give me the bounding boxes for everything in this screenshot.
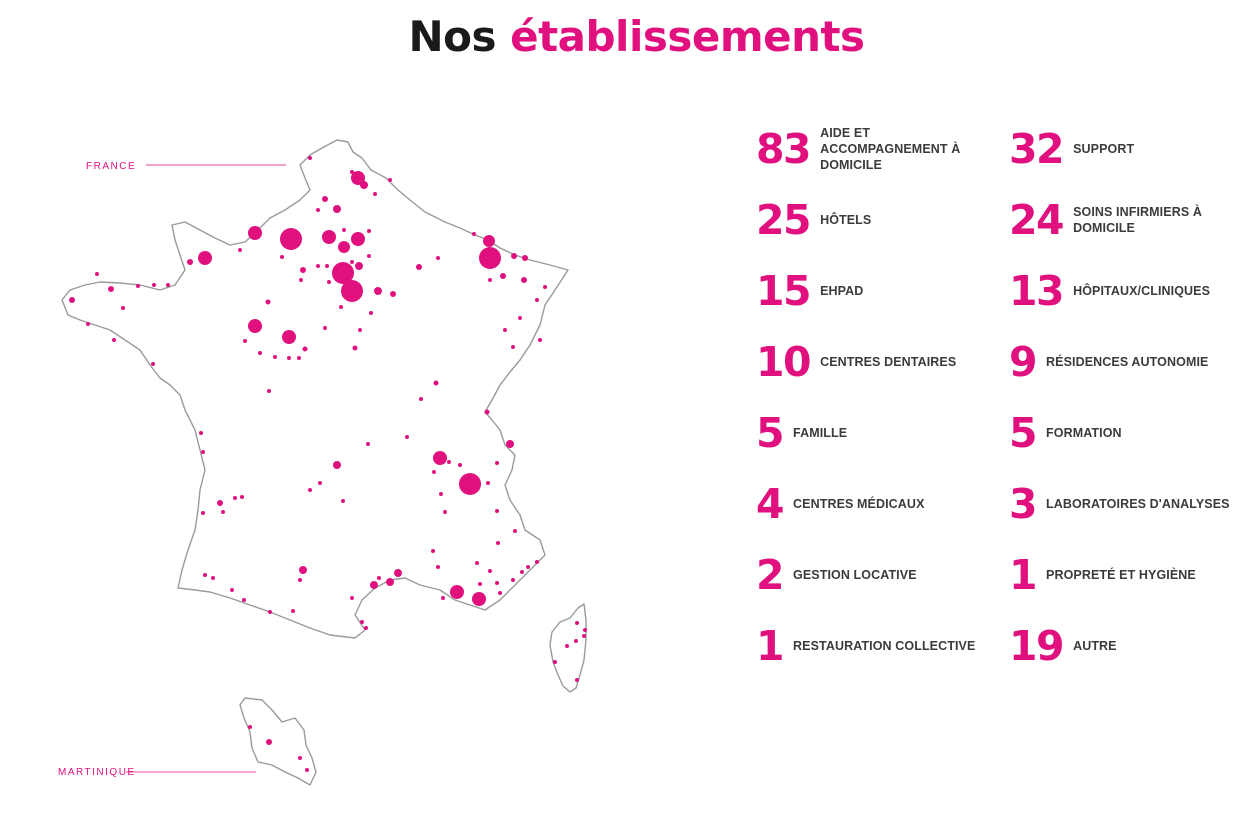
stat-label: FORMATION: [1046, 426, 1122, 440]
establishment-marker: [248, 319, 262, 333]
establishment-marker: [248, 226, 262, 240]
establishment-marker: [280, 228, 302, 250]
establishment-marker: [433, 451, 447, 465]
establishment-marker: [282, 330, 296, 344]
establishment-marker: [483, 235, 495, 247]
establishment-marker: [338, 241, 350, 253]
establishment-marker: [341, 280, 363, 302]
france-label: FRANCE: [86, 161, 136, 172]
stat-label: CENTRES MÉDICAUX: [793, 497, 925, 511]
stat-value: 1: [756, 621, 785, 670]
stat-label: AUTRE: [1073, 639, 1117, 653]
stat-centres-dentaires: 10 CENTRES DENTAIRES: [756, 337, 956, 387]
title-part-2: établissements: [510, 12, 865, 61]
stat-proprete: 1 PROPRETÉ ET HYGIÈNE: [1009, 550, 1196, 600]
france-outline: [61, 139, 569, 639]
stat-value: 4: [756, 479, 785, 528]
stat-value: 25: [756, 195, 812, 244]
stat-autre: 19 AUTRE: [1009, 621, 1117, 671]
establishment-marker: [351, 232, 365, 246]
stat-formation: 5 FORMATION: [1009, 408, 1122, 458]
stat-gestion-locative: 2 GESTION LOCATIVE: [756, 550, 917, 600]
stat-label: FAMILLE: [793, 426, 848, 440]
stat-famille: 5 FAMILLE: [756, 408, 847, 458]
stat-value: 32: [1009, 124, 1065, 173]
stat-value: 5: [756, 408, 785, 457]
stat-label: EHPAD: [820, 284, 864, 298]
stat-laboratoires: 3 LABORATOIRES D'ANALYSES: [1009, 479, 1230, 529]
stat-value: 2: [756, 550, 785, 599]
stat-ehpad: 15 EHPAD: [756, 266, 863, 316]
stat-hopitaux: 13 HÔPITAUX/CLINIQUES: [1009, 266, 1210, 316]
stat-restauration: 1 RESTAURATION COLLECTIVE: [756, 621, 975, 671]
establishments-map: FRANCE MARTINIQUE: [58, 139, 587, 786]
stat-value: 13: [1009, 266, 1065, 315]
stat-label: LABORATOIRES D'ANALYSES: [1046, 497, 1230, 511]
martinique-outline: [239, 697, 317, 786]
stat-value: 19: [1009, 621, 1065, 670]
stat-label: GESTION LOCATIVE: [793, 568, 917, 582]
establishment-marker: [459, 473, 481, 495]
stat-soins-infirmiers: 24 SOINS INFIRMIERS À DOMICILE: [1009, 195, 1223, 245]
stat-value: 1: [1009, 550, 1038, 599]
stat-centres-medicaux: 4 CENTRES MÉDICAUX: [756, 479, 925, 529]
small-markers: [69, 181, 528, 589]
stat-label: AIDE ET ACCOMPAGNEMENT À DOMICILE: [820, 126, 961, 172]
stat-label: CENTRES DENTAIRES: [820, 355, 957, 369]
stat-label: PROPRETÉ ET HYGIÈNE: [1046, 568, 1196, 582]
establishment-marker: [198, 251, 212, 265]
stat-label: SUPPORT: [1073, 142, 1135, 156]
stat-label: HÔTELS: [820, 213, 872, 227]
stat-value: 15: [756, 266, 812, 315]
stat-label: HÔPITAUX/CLINIQUES: [1073, 284, 1211, 298]
stat-aide-domicile: 83 AIDE ET ACCOMPAGNEMENT À DOMICILE: [756, 124, 970, 174]
establishment-marker: [332, 262, 354, 284]
stat-value: 83: [756, 124, 812, 173]
stat-hotels: 25 HÔTELS: [756, 195, 871, 245]
stat-label: RÉSIDENCES AUTONOMIE: [1046, 355, 1209, 369]
stat-value: 5: [1009, 408, 1038, 457]
stat-value: 3: [1009, 479, 1038, 528]
stat-value: 9: [1009, 337, 1038, 386]
tiny-markers: [86, 156, 547, 630]
stat-value: 10: [756, 337, 812, 386]
establishment-marker: [472, 592, 486, 606]
corsica-markers: [553, 621, 587, 682]
title-part-1: Nos: [408, 12, 496, 61]
stat-support: 32 SUPPORT: [1009, 124, 1134, 174]
corsica-outline: [549, 603, 587, 693]
establishment-marker: [351, 171, 365, 185]
stat-label: RESTAURATION COLLECTIVE: [793, 639, 976, 653]
stat-value: 24: [1009, 195, 1065, 244]
establishment-marker: [479, 247, 501, 269]
establishment-marker: [322, 230, 336, 244]
stat-label: SOINS INFIRMIERS À DOMICILE: [1073, 205, 1202, 235]
stat-residences: 9 RÉSIDENCES AUTONOMIE: [1009, 337, 1208, 387]
establishment-marker: [450, 585, 464, 599]
large-markers: [280, 228, 501, 495]
martinique-label: MARTINIQUE: [58, 767, 136, 778]
medium-markers: [198, 171, 495, 606]
page-title: Nos établissements: [0, 12, 1260, 61]
martinique-markers: [248, 725, 309, 772]
